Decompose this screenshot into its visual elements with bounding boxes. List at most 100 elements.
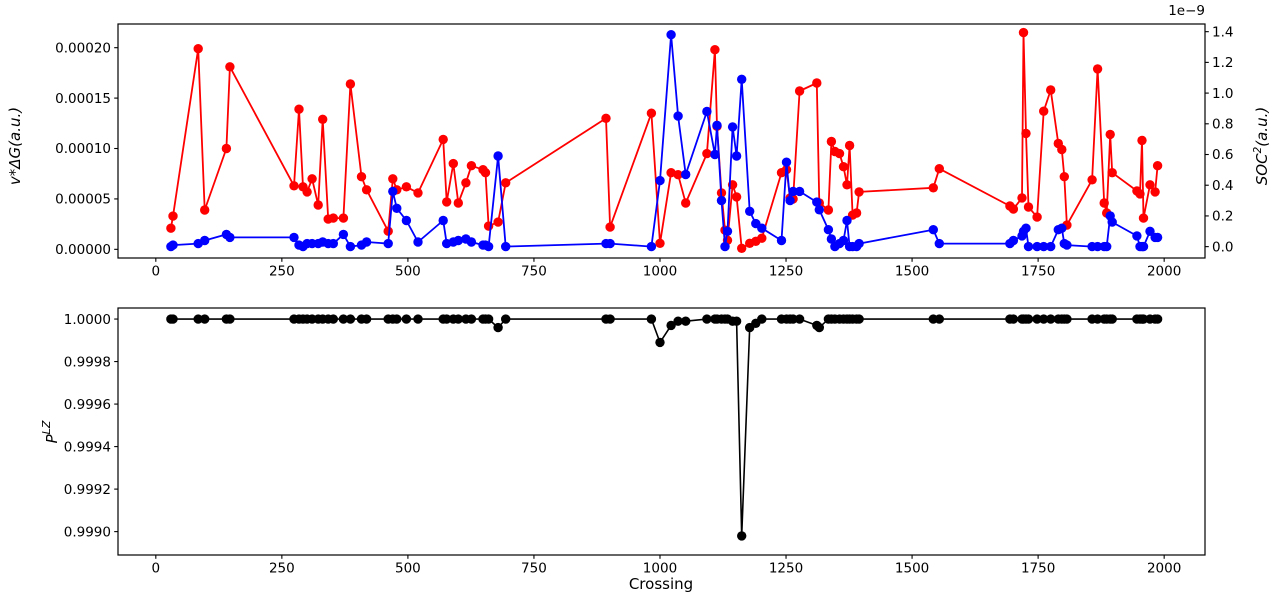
data-point xyxy=(854,314,864,324)
data-point xyxy=(737,74,747,85)
data-point xyxy=(727,122,738,132)
data-point xyxy=(1132,231,1142,241)
data-point xyxy=(1046,314,1056,324)
data-point xyxy=(289,181,299,191)
data-point xyxy=(356,172,367,182)
data-point xyxy=(401,314,412,324)
data-point xyxy=(438,215,448,226)
data-point xyxy=(745,206,755,216)
data-point xyxy=(302,187,312,197)
data-point xyxy=(168,240,178,250)
data-point xyxy=(1107,314,1117,324)
data-point xyxy=(702,148,712,159)
data-point xyxy=(1021,128,1031,139)
data-point xyxy=(646,314,657,324)
data-point xyxy=(1062,314,1072,324)
data-point xyxy=(722,226,733,236)
y-tick-label: 0.9992 xyxy=(64,482,111,498)
y-tick-right-label: 0.0 xyxy=(1212,239,1233,255)
blue-series xyxy=(166,30,1163,252)
y-tick-right-label: 1.2 xyxy=(1212,55,1233,71)
data-point xyxy=(844,140,855,151)
red-series xyxy=(166,27,1163,253)
data-point xyxy=(448,158,458,169)
data-point xyxy=(392,203,402,213)
data-point xyxy=(388,174,398,184)
data-point xyxy=(453,235,463,246)
y-tick-right-label: 0.8 xyxy=(1212,117,1233,133)
data-point xyxy=(1046,241,1056,252)
data-point xyxy=(1057,144,1067,155)
data-point xyxy=(361,237,372,247)
data-point xyxy=(483,314,494,324)
data-point xyxy=(605,314,615,324)
data-point xyxy=(1107,168,1117,178)
x-tick-label: 1000 xyxy=(643,561,677,577)
data-point xyxy=(842,215,852,226)
top-plot: 0 250 500 750 1000 1250 1500 1750 2000 0.00000 0.0… xyxy=(55,23,1233,280)
y-tick-label: 0.00020 xyxy=(55,40,111,56)
x-tick-label: 1000 xyxy=(643,264,677,280)
data-point xyxy=(934,238,944,249)
data-point xyxy=(757,233,767,243)
data-point xyxy=(838,235,849,246)
data-point xyxy=(338,314,349,324)
data-point xyxy=(318,114,328,125)
data-point xyxy=(826,136,837,147)
data-point xyxy=(361,314,372,324)
data-point xyxy=(338,213,349,223)
data-point xyxy=(168,314,178,324)
data-point xyxy=(1150,187,1160,197)
red-series-line xyxy=(170,31,1159,250)
data-point xyxy=(702,106,712,117)
data-point xyxy=(757,314,767,324)
black-series xyxy=(166,314,1163,541)
data-point xyxy=(1017,193,1027,203)
data-point xyxy=(442,197,452,207)
y-tick-label: 0.9990 xyxy=(64,524,111,540)
data-point xyxy=(655,337,665,348)
data-point xyxy=(1023,241,1034,252)
data-point xyxy=(221,143,232,154)
data-point xyxy=(842,180,852,190)
data-point xyxy=(1062,240,1072,250)
data-point xyxy=(812,78,822,88)
data-point xyxy=(826,234,837,244)
data-point xyxy=(1135,189,1145,199)
data-point xyxy=(1145,180,1155,190)
data-point xyxy=(854,238,864,249)
data-point xyxy=(483,241,494,252)
data-point xyxy=(720,241,730,252)
data-point xyxy=(731,316,742,326)
data-point xyxy=(823,205,834,215)
x-tick-label: 750 xyxy=(521,264,547,280)
x-tick-label: 1750 xyxy=(1021,561,1055,577)
data-point xyxy=(413,188,423,198)
data-point xyxy=(313,200,323,210)
data-point xyxy=(1032,241,1042,252)
data-point xyxy=(655,175,665,186)
data-point xyxy=(1039,241,1049,252)
data-point xyxy=(1152,161,1163,171)
data-point xyxy=(1008,314,1019,324)
data-point xyxy=(1039,106,1049,116)
data-point xyxy=(413,314,423,324)
data-point xyxy=(401,182,412,192)
data-point xyxy=(851,208,862,218)
data-point xyxy=(401,215,412,226)
data-point xyxy=(453,314,463,324)
data-point xyxy=(392,314,402,324)
data-point xyxy=(501,314,511,324)
data-point xyxy=(345,79,356,89)
data-point xyxy=(812,197,822,207)
data-point xyxy=(666,30,676,40)
data-point xyxy=(1023,314,1034,324)
data-point xyxy=(1105,129,1115,140)
bottom-axes-box xyxy=(117,307,1206,556)
top-axes-box xyxy=(117,23,1206,259)
data-point xyxy=(1008,204,1019,214)
x-tick-label: 2000 xyxy=(1147,561,1181,577)
data-point xyxy=(838,162,849,172)
data-point xyxy=(200,235,210,246)
data-point xyxy=(681,198,691,208)
